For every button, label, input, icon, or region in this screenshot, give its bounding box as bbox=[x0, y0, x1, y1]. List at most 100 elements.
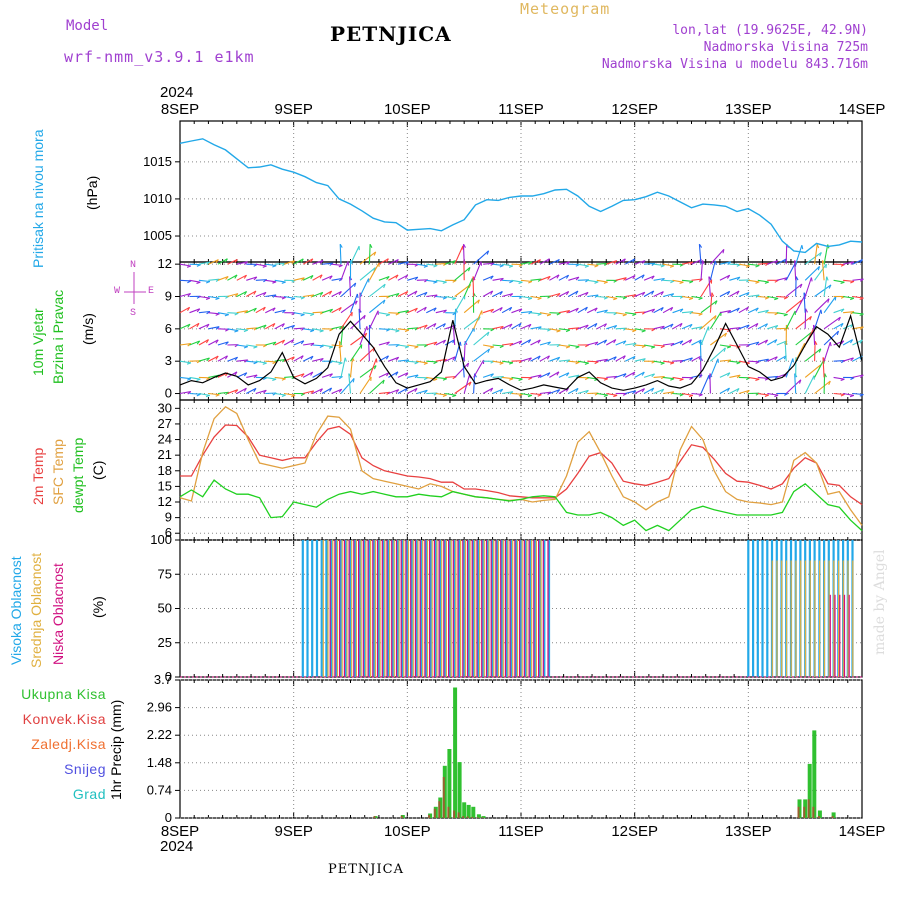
wind-arrow-head bbox=[670, 293, 675, 297]
wind-arrow bbox=[624, 355, 636, 362]
wind-arrow bbox=[852, 312, 864, 315]
temp-label-2m: 2m Temp bbox=[30, 447, 46, 505]
cloud-label-high: Visoka Oblacnost bbox=[8, 556, 24, 665]
wind-arrow bbox=[388, 328, 400, 332]
wind-arrow-head bbox=[774, 339, 778, 344]
wind-arrow bbox=[265, 341, 277, 346]
wind-arrow bbox=[312, 344, 324, 347]
wind-arrow bbox=[284, 295, 296, 299]
wind-arrow bbox=[700, 374, 710, 394]
wind-arrow bbox=[482, 308, 494, 314]
wind-arrow bbox=[369, 283, 386, 297]
wind-arrow bbox=[748, 294, 760, 298]
wind-arrow-head bbox=[727, 261, 732, 265]
wind-arrow bbox=[255, 263, 267, 267]
wind-arrow bbox=[198, 295, 210, 299]
y-tick-label: 27 bbox=[158, 416, 172, 431]
wind-arrow bbox=[748, 341, 760, 346]
wind-arrow bbox=[208, 295, 220, 299]
date-label-bottom: 8SEP bbox=[161, 823, 199, 840]
wind-arrow bbox=[265, 392, 277, 395]
wind-arrow bbox=[606, 260, 617, 265]
wind-arrow bbox=[368, 358, 377, 378]
wind-arrow-head bbox=[404, 291, 409, 296]
y-tick-label: 1015 bbox=[143, 154, 172, 169]
wind-arrow-head bbox=[798, 379, 802, 384]
wind-arrow bbox=[435, 279, 447, 283]
wind-arrow-head bbox=[641, 388, 645, 393]
wind-arrow bbox=[719, 290, 730, 297]
wind-arrow-head bbox=[433, 294, 438, 298]
wind-arrow bbox=[369, 379, 385, 394]
wind-arrow-head bbox=[840, 378, 845, 382]
wind-arrow-head bbox=[670, 391, 675, 395]
wind-arrow-head bbox=[528, 311, 533, 315]
wind-arrow-head bbox=[490, 346, 495, 349]
wind-arrow-head bbox=[565, 387, 569, 392]
wind-arrow bbox=[198, 357, 210, 362]
convective-precip-bar bbox=[447, 806, 450, 818]
wind-arrow bbox=[358, 308, 361, 329]
wind-arrow bbox=[426, 279, 438, 283]
total-precip-bar bbox=[471, 806, 476, 818]
wind-arrow-head bbox=[423, 362, 428, 365]
wind-arrow bbox=[814, 359, 825, 378]
wind-arrow-head bbox=[764, 339, 769, 344]
wind-arrow bbox=[719, 387, 730, 394]
wind-arrow-head bbox=[319, 358, 324, 362]
wind-arrow-head bbox=[291, 339, 295, 344]
legend-convective-precip: Konvek.Kisa bbox=[22, 711, 106, 727]
wind-arrow bbox=[738, 389, 750, 395]
wind-arrow bbox=[502, 391, 513, 395]
wind-arrow bbox=[833, 308, 845, 314]
wind-arrow bbox=[672, 392, 684, 395]
wind-arrow bbox=[217, 258, 228, 265]
y-tick-label: 6 bbox=[165, 321, 172, 336]
wind-arrow-head bbox=[253, 361, 258, 365]
wind-arrow-head bbox=[670, 362, 675, 365]
wind-arrow-head bbox=[499, 277, 504, 282]
wind-arrow bbox=[236, 359, 248, 362]
wind-arrow bbox=[293, 373, 305, 378]
wind-arrow bbox=[321, 290, 332, 297]
wind-arrow bbox=[322, 262, 334, 265]
wind-arrow bbox=[435, 358, 447, 362]
wind-arrow bbox=[794, 373, 797, 394]
wind-arrow-head bbox=[196, 393, 201, 397]
wind-arrow-head bbox=[329, 290, 333, 295]
wind-arrow-head bbox=[651, 373, 655, 378]
wind-arrow-head bbox=[622, 340, 627, 345]
wind-arrow bbox=[388, 274, 399, 281]
wind-arrow bbox=[681, 339, 692, 346]
wind-arrow-head bbox=[859, 259, 863, 264]
wind-arrow-head bbox=[196, 323, 200, 328]
wind-arrow-head bbox=[722, 249, 725, 254]
wind-arrow-head bbox=[386, 276, 390, 280]
wind-arrow bbox=[435, 323, 446, 330]
wind-arrow bbox=[454, 266, 471, 281]
wind-arrow-head bbox=[688, 297, 694, 301]
wind-arrow bbox=[634, 274, 645, 281]
wind-arrow bbox=[843, 311, 855, 314]
wind-arrow-head bbox=[518, 323, 522, 328]
wind-arrow-head bbox=[755, 264, 760, 268]
wind-arrow bbox=[823, 316, 841, 330]
wind-arrow bbox=[729, 327, 741, 330]
wind-arrow-head bbox=[196, 340, 201, 345]
wind-arrow bbox=[492, 375, 504, 378]
wind-arrow bbox=[568, 374, 580, 378]
convective-precip-bar bbox=[807, 799, 810, 818]
wind-arrow-head bbox=[826, 276, 829, 281]
wind-arrow bbox=[625, 294, 637, 298]
wind-arrow bbox=[331, 344, 343, 347]
wind-arrow bbox=[265, 279, 277, 283]
wind-arrow bbox=[757, 376, 769, 380]
wind-arrow bbox=[426, 263, 438, 267]
wind-arrow bbox=[349, 276, 352, 297]
wind-arrow bbox=[368, 262, 380, 281]
wind-arrow bbox=[236, 372, 248, 378]
wind-arrow-head bbox=[537, 297, 542, 301]
legend-frozen-precip: Zaledj.Kisa bbox=[31, 736, 106, 752]
wind-arrow bbox=[189, 392, 201, 395]
